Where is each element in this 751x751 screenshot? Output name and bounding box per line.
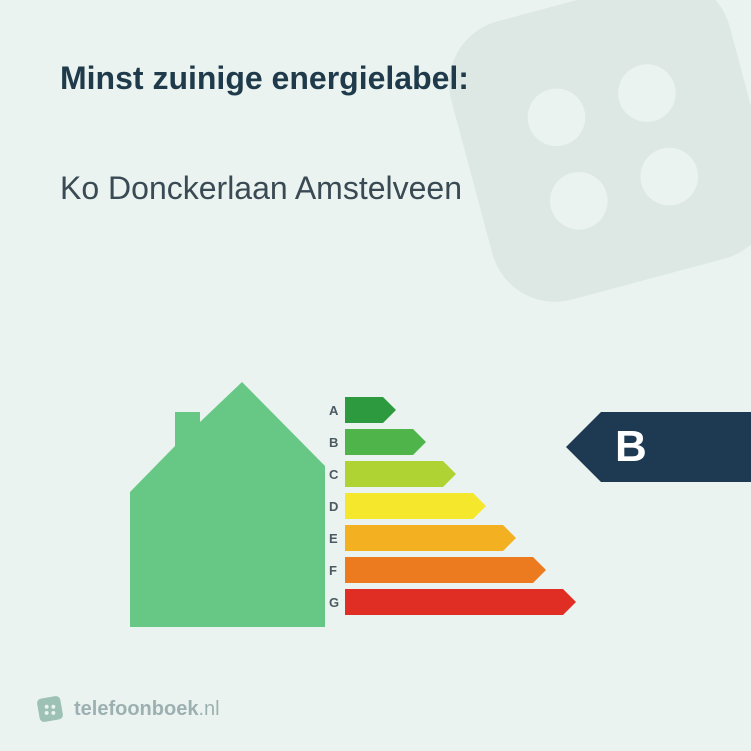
energy-bar-label: A <box>325 403 345 418</box>
badge-label: B <box>601 412 751 482</box>
energy-bar-row: C <box>325 458 576 490</box>
energy-bar-label: F <box>325 563 345 578</box>
badge-arrow-icon <box>566 412 601 482</box>
energy-bar-label: D <box>325 499 345 514</box>
footer-brand: telefoonboek.nl <box>36 695 220 723</box>
energy-bars: A B C D E F G <box>325 394 576 618</box>
energy-bar-shape <box>345 397 396 423</box>
page-title: Minst zuinige energielabel: <box>60 60 469 97</box>
energy-bar-row: B <box>325 426 576 458</box>
energy-bar-shape <box>345 461 456 487</box>
energy-bar-label: B <box>325 435 345 450</box>
energy-bar-shape <box>345 429 426 455</box>
energy-bar-label: E <box>325 531 345 546</box>
footer-text: telefoonboek.nl <box>74 698 220 721</box>
page-subtitle: Ko Donckerlaan Amstelveen <box>60 170 462 207</box>
house-icon <box>130 382 330 632</box>
footer-brand-light: .nl <box>198 698 219 720</box>
energy-bar-row: F <box>325 554 576 586</box>
energy-bar-row: E <box>325 522 576 554</box>
energy-bar-shape <box>345 557 546 583</box>
energy-bar-shape <box>345 525 516 551</box>
energy-bar-row: G <box>325 586 576 618</box>
footer-logo-icon <box>36 695 64 723</box>
footer-brand-bold: telefoonboek <box>74 698 198 720</box>
energy-bar-row: D <box>325 490 576 522</box>
selected-label-badge: B <box>566 412 751 482</box>
energy-bar-shape <box>345 589 576 615</box>
energy-bar-label: G <box>325 595 345 610</box>
energy-bar-row: A <box>325 394 576 426</box>
energy-bar-label: C <box>325 467 345 482</box>
energy-bar-shape <box>345 493 486 519</box>
